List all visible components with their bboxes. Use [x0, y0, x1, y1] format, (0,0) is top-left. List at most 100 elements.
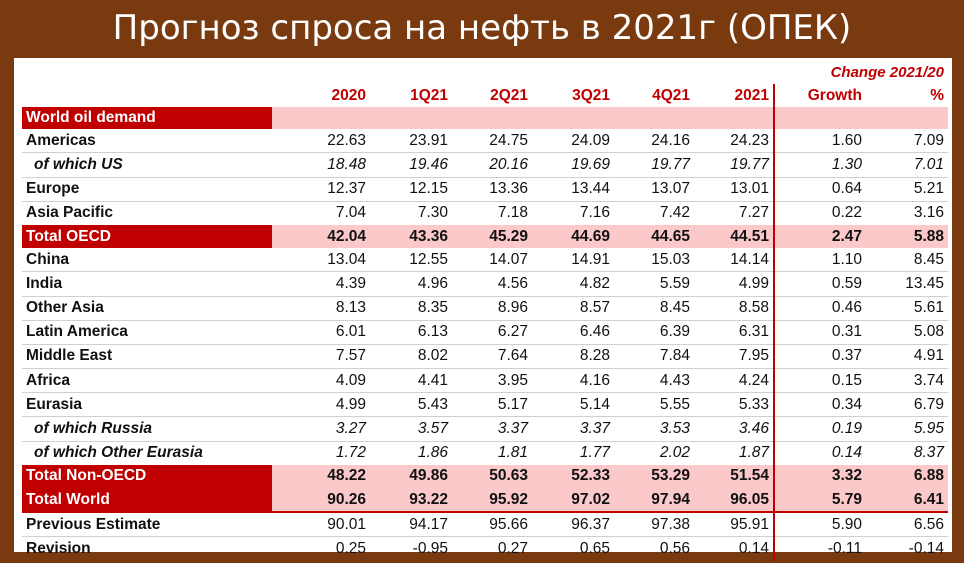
value-cell: 4.16: [532, 368, 614, 393]
section-cell: [773, 107, 866, 130]
value-cell: 42.04: [272, 224, 370, 249]
column-header: %: [930, 87, 944, 105]
value-cell: 0.25: [272, 536, 370, 561]
table-row: Middle East 7.57 8.02 7.64 8.28 7.84 7.95 0.37 4…: [22, 343, 948, 369]
value-cell: 8.13: [272, 295, 370, 321]
value-cell: 0.34: [773, 392, 866, 417]
value-cell: 5.59: [614, 271, 694, 296]
value-cell: 0.27: [452, 536, 532, 561]
value-cell: 0.22: [773, 200, 866, 225]
table-row: China 13.04 12.55 14.07 14.91 15.03 14.14 1.10 8…: [22, 248, 948, 272]
row-label: Total World: [22, 488, 272, 513]
value-cell: 5.08: [866, 319, 948, 345]
value-cell: -0.14: [866, 536, 948, 561]
column-header: Growth: [773, 84, 866, 108]
value-cell: 19.77: [694, 152, 774, 178]
section-cell: [866, 107, 948, 130]
section-cell: [272, 107, 370, 130]
section-cell: [694, 107, 774, 130]
value-cell: 8.28: [532, 343, 614, 369]
value-cell: 96.05: [694, 488, 774, 513]
column-header: 2Q21: [490, 87, 528, 105]
value-cell: 14.07: [489, 250, 528, 268]
value-cell: 8.45: [913, 250, 944, 268]
value-cell: 5.55: [614, 392, 694, 417]
section-cell: [370, 107, 452, 130]
row-label: of which Other Eurasia: [22, 440, 272, 465]
value-cell: 6.79: [866, 392, 948, 417]
value-cell: 4.99: [272, 392, 370, 417]
section-cell: [452, 107, 532, 130]
value-cell: 14.91: [571, 250, 610, 268]
value-cell: 13.07: [614, 176, 694, 202]
value-cell: 13.36: [452, 176, 532, 202]
value-cell: 1.72: [272, 440, 370, 465]
value-cell: 8.58: [694, 295, 774, 321]
value-cell: 6.27: [452, 319, 532, 345]
value-cell: 7.18: [452, 200, 532, 225]
value-cell: 5.33: [694, 392, 774, 417]
value-cell: 4.82: [532, 271, 614, 296]
table-row: Africa 4.09 4.41 3.95 4.16 4.43 4.24 0.15 3.74: [22, 368, 948, 393]
value-cell: 8.57: [532, 295, 614, 321]
value-cell: 1.60: [773, 129, 866, 153]
row-label: of which US: [22, 152, 272, 178]
value-cell: 52.33: [532, 464, 614, 488]
value-cell: 24.16: [651, 131, 690, 149]
value-cell: 5.61: [866, 295, 948, 321]
table-row: Revision 0.25 -0.95 0.27 0.65 0.56 0.14 -0.11 -0…: [22, 536, 948, 561]
value-cell: 19.77: [614, 152, 694, 178]
value-cell: 0.56: [614, 536, 694, 561]
row-label: of which Russia: [22, 416, 272, 442]
value-cell: 24.75: [489, 131, 528, 149]
value-cell: 24.23: [730, 131, 769, 149]
value-cell: 15.03: [651, 250, 690, 268]
value-cell: 6.39: [614, 319, 694, 345]
value-cell: 1.87: [694, 440, 774, 465]
value-cell: 7.27: [694, 200, 774, 225]
value-cell: 3.16: [866, 200, 948, 225]
row-label: China: [26, 250, 70, 268]
row-label: Middle East: [22, 343, 272, 369]
row-label: Previous Estimate: [22, 511, 272, 537]
value-cell: 50.63: [452, 464, 532, 488]
value-cell: 13.45: [866, 271, 948, 296]
value-cell: 1.30: [773, 152, 866, 178]
value-cell: 4.91: [866, 343, 948, 369]
value-cell: 0.19: [773, 416, 866, 442]
value-cell: 6.13: [370, 319, 452, 345]
value-cell: 4.24: [694, 368, 774, 393]
value-cell: 23.91: [409, 131, 448, 149]
value-cell: 22.63: [327, 131, 366, 149]
value-cell: 1.77: [532, 440, 614, 465]
value-cell: 7.42: [614, 200, 694, 225]
value-cell: 8.45: [614, 295, 694, 321]
column-header-row: 2020 1Q21 2Q21 3Q21 4Q21 2021 Growth%: [22, 84, 948, 108]
value-cell: 4.09: [272, 368, 370, 393]
value-cell: 5.17: [452, 392, 532, 417]
value-cell: 51.54: [694, 464, 774, 488]
value-cell: 44.65: [614, 224, 694, 249]
value-cell: 44.51: [694, 224, 774, 249]
column-header-label: [22, 84, 272, 107]
value-cell: 5.95: [866, 416, 948, 442]
table-row: of which US 18.48 19.46 20.16 19.69 19.77 19.7…: [22, 152, 948, 178]
table-row: Total World 90.26 93.22 95.92 97.02 97.94 96.0…: [22, 488, 948, 513]
value-cell: -0.11: [773, 536, 866, 561]
row-label: Americas: [26, 131, 96, 149]
value-cell: 4.39: [272, 271, 370, 296]
value-cell: 3.74: [866, 368, 948, 393]
value-cell: 7.30: [370, 200, 452, 225]
value-cell: 4.99: [694, 271, 774, 296]
value-cell: 3.57: [370, 416, 452, 442]
slide-title: Прогноз спроса на нефть в 2021г (ОПЕК): [112, 8, 852, 48]
value-cell: 5.14: [532, 392, 614, 417]
value-cell: 4.96: [370, 271, 452, 296]
value-cell: 5.43: [370, 392, 452, 417]
table-row: Other Asia 8.13 8.35 8.96 8.57 8.45 8.58 0.46 5.…: [22, 295, 948, 321]
value-cell: 97.94: [614, 488, 694, 513]
value-cell: 0.64: [773, 176, 866, 202]
value-cell: 53.29: [614, 464, 694, 488]
value-cell: 43.36: [370, 224, 452, 249]
value-cell: 8.37: [866, 440, 948, 465]
